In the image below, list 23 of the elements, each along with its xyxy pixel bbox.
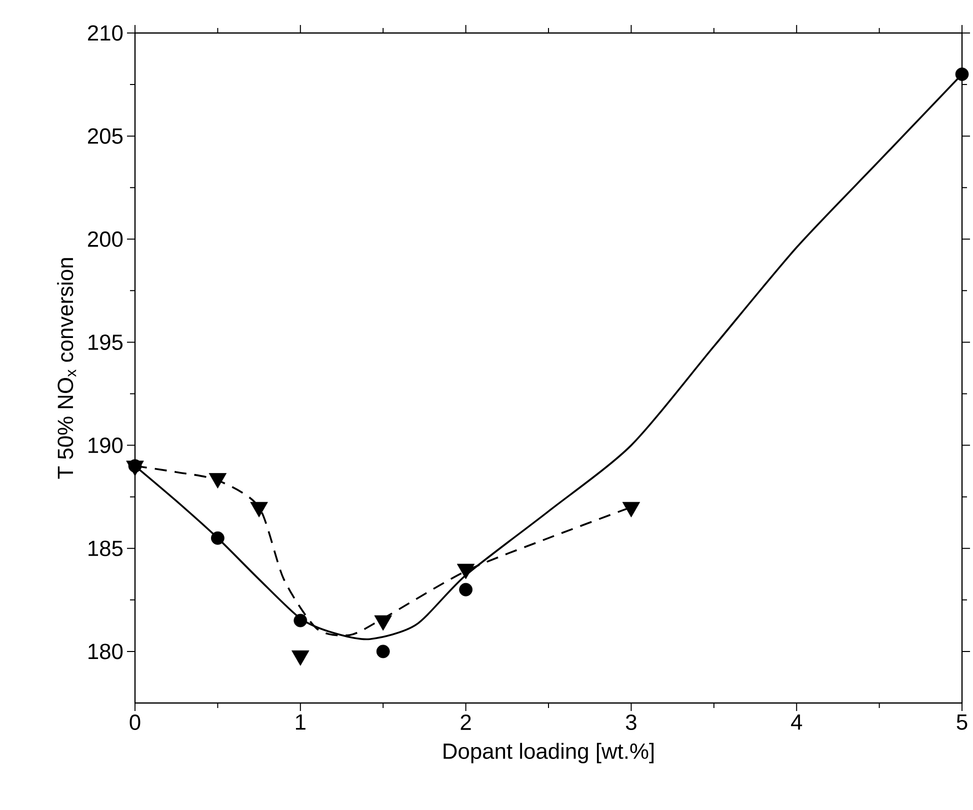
- x-tick-label: 1: [296, 714, 306, 730]
- point: [126, 460, 144, 476]
- x-axis-title: Dopant loading [wt.%]: [444, 742, 654, 764]
- x-tick-label: 4: [791, 714, 802, 730]
- point: [208, 473, 227, 488]
- point: [374, 615, 392, 631]
- y-axis-title: T 50% NO$_{x}$ conversion: [57, 258, 76, 479]
- y-tick-label: 185: [88, 540, 123, 556]
- x-tick-label: 2: [460, 714, 471, 730]
- x-tick-label: 3: [626, 714, 636, 730]
- x-tick-label: 0: [130, 714, 140, 730]
- point: [250, 502, 268, 518]
- y-tick-label: 190: [88, 438, 123, 454]
- y-tick-label: 205: [88, 128, 123, 144]
- point: [622, 502, 640, 518]
- y-tick-label: 195: [88, 334, 123, 350]
- point: [955, 68, 969, 81]
- x-tick-label: 5: [956, 714, 968, 730]
- point: [292, 650, 310, 666]
- y-tick-label: 180: [88, 644, 123, 660]
- point: [456, 564, 475, 580]
- y-tick-label: 210: [88, 25, 123, 41]
- y-tick-label: 200: [88, 231, 123, 247]
